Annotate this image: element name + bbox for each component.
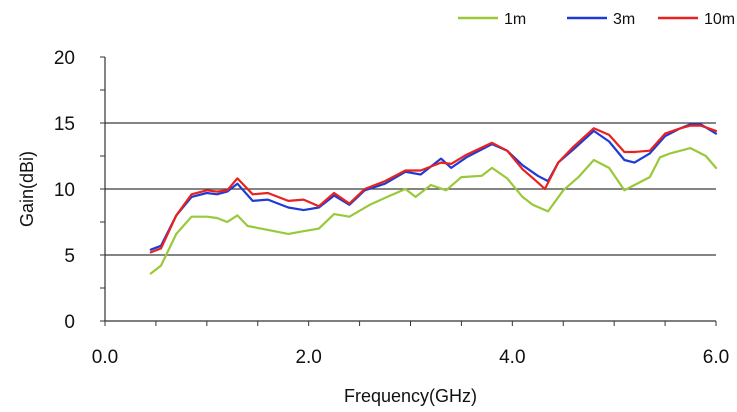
x-tick-label: 2.0: [295, 347, 321, 368]
legend-label-1m: 1m: [504, 11, 526, 28]
series-line-10m: [149, 124, 718, 254]
x-tick-label: 6.0: [703, 347, 729, 368]
y-tick-label: 5: [64, 246, 75, 267]
legend-label-3m: 3m: [613, 11, 635, 28]
y-tick-label: 20: [54, 48, 75, 69]
y-tick-label: 10: [54, 180, 75, 201]
x-tick-label: 4.0: [499, 347, 525, 368]
legend-label-10m: 10m: [704, 11, 735, 28]
y-tick-label: 0: [64, 312, 75, 333]
series-line-1m: [149, 147, 718, 275]
x-axis-title: Frequency(GHz): [344, 386, 477, 406]
y-axis-title: Gain(dBi): [17, 151, 37, 227]
series-line-3m: [149, 123, 718, 251]
y-tick-label: 15: [54, 114, 75, 135]
x-tick-label: 0.0: [92, 347, 118, 368]
